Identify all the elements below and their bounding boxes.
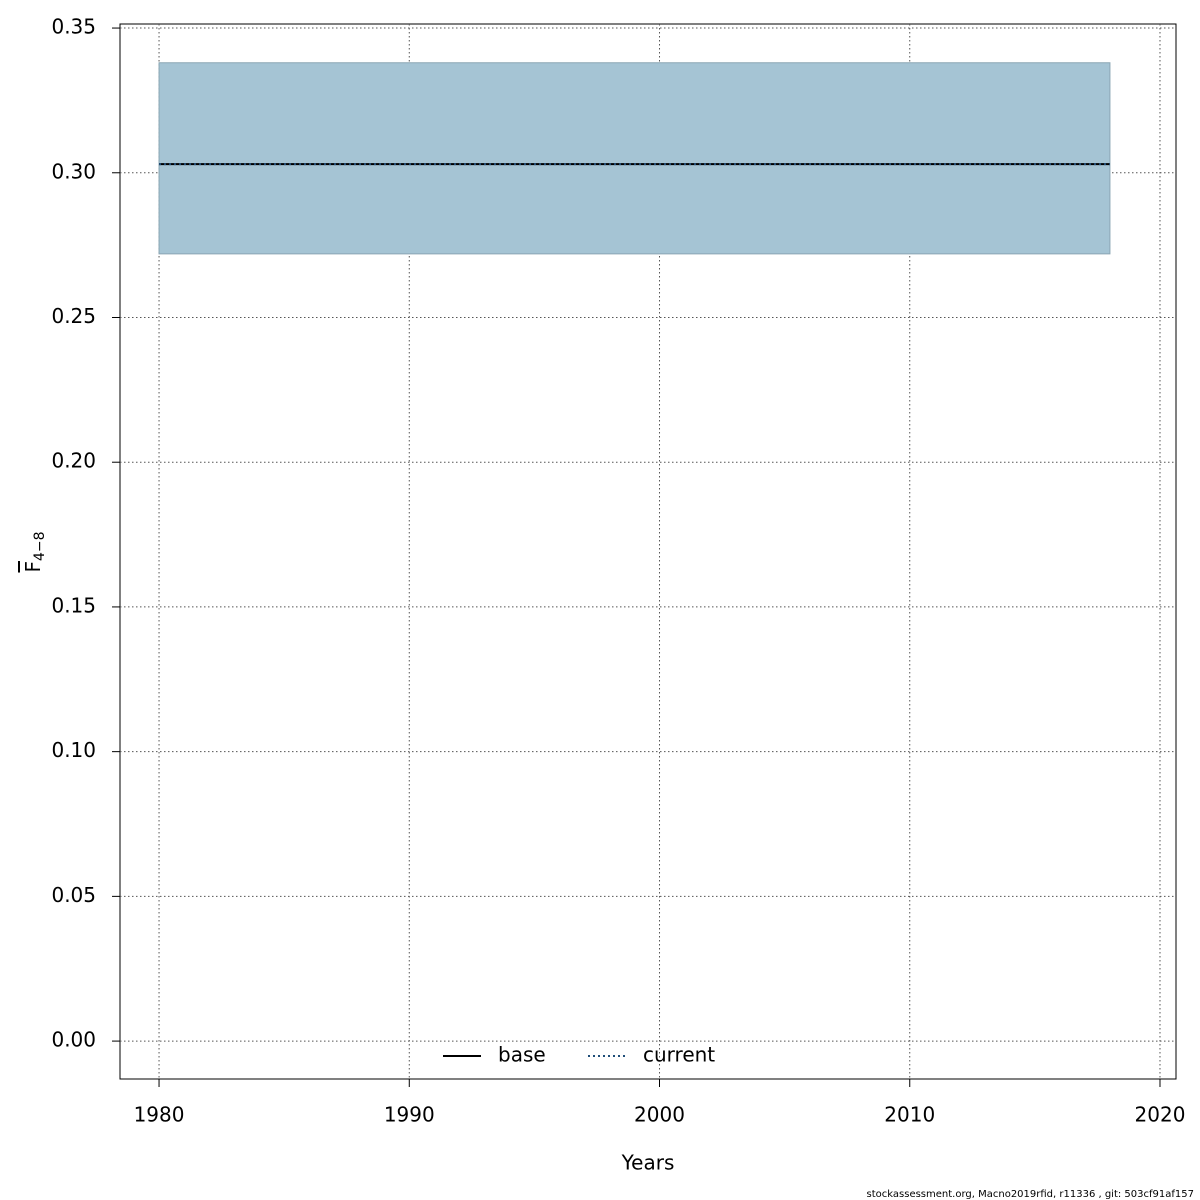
plot-frame — [119, 23, 1177, 1080]
x-tick-label: 1980 — [134, 1103, 185, 1127]
y-label-sub: 4−8 — [32, 531, 48, 561]
y-tick-label: 0.20 — [51, 449, 96, 473]
x-tick-label: 1990 — [384, 1103, 435, 1127]
y-tick-label: 0.25 — [51, 304, 96, 328]
y-tick-label: 0.00 — [51, 1028, 96, 1052]
y-tick-label: 0.10 — [51, 738, 96, 762]
x-tick-label: 2000 — [634, 1103, 685, 1127]
y-axis-label: F4−8 — [21, 531, 49, 572]
y-tick-label: 0.15 — [51, 593, 96, 617]
y-axis-label-text: F4−8 — [21, 531, 49, 572]
y-tick-label: 0.35 — [51, 15, 96, 39]
y-tick-label: 0.05 — [51, 883, 96, 907]
legend-label: current — [643, 1043, 715, 1067]
x-tick-label: 2020 — [1135, 1103, 1186, 1127]
footer: stockassessment.org, Macno2019rfid, r113… — [867, 1189, 1194, 1200]
y-label-main: F — [21, 561, 45, 573]
x-tick-label: 2010 — [884, 1103, 935, 1127]
y-tick-label: 0.30 — [51, 159, 96, 183]
x-axis-label: Years — [621, 1151, 675, 1175]
legend-label: base — [498, 1043, 546, 1067]
confidence-band — [158, 62, 1111, 255]
